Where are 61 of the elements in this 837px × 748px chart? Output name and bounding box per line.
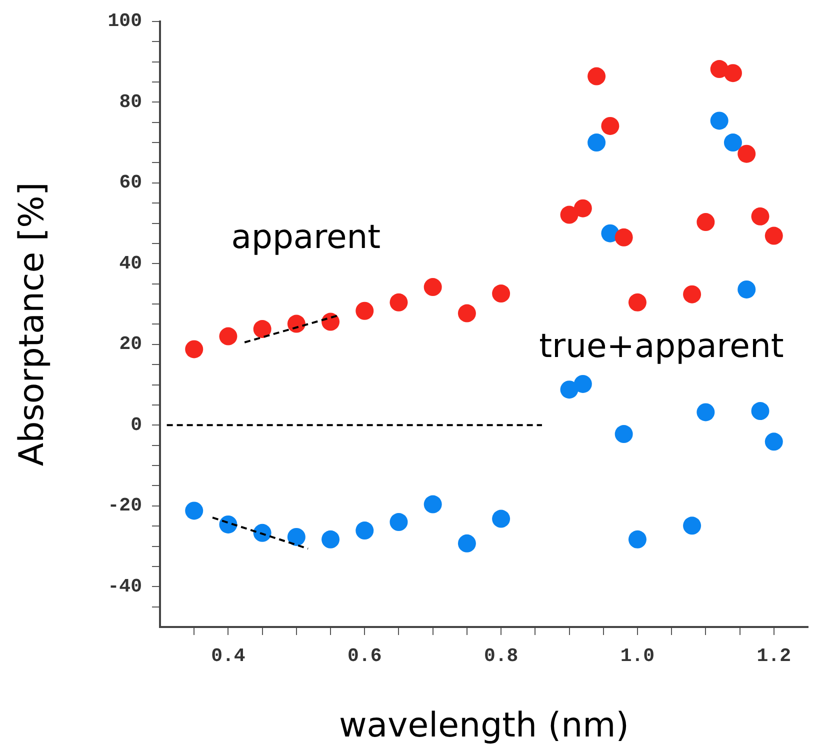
x-tick-label: 0.6 — [348, 645, 382, 668]
point — [683, 516, 702, 535]
point — [764, 226, 783, 245]
point — [322, 530, 340, 548]
point — [764, 432, 783, 451]
annotation: true+apparent — [539, 326, 784, 365]
point — [614, 425, 633, 444]
point — [185, 502, 204, 520]
y-tick-label: 100 — [108, 10, 142, 32]
point — [588, 67, 606, 86]
y-tick-label: 40 — [119, 252, 142, 274]
x-tick-label: 1.0 — [620, 645, 655, 668]
point — [560, 206, 578, 224]
point — [696, 213, 715, 232]
point — [751, 207, 770, 226]
point — [628, 293, 646, 312]
point — [574, 374, 592, 393]
point — [287, 314, 306, 333]
y-tick-label: 20 — [119, 333, 142, 356]
point — [356, 522, 374, 540]
point — [738, 144, 756, 163]
x-tick-label: 0.8 — [484, 645, 518, 668]
point — [683, 285, 702, 304]
point — [322, 312, 340, 331]
y-tick-label: -40 — [108, 575, 142, 598]
point — [601, 116, 620, 135]
point — [696, 403, 715, 422]
point — [738, 280, 756, 298]
point — [492, 510, 510, 528]
point — [287, 528, 306, 546]
point — [710, 112, 728, 130]
point — [219, 327, 238, 346]
x-tick-label: 1.2 — [756, 645, 792, 668]
point — [458, 534, 476, 552]
point — [614, 228, 633, 246]
point — [356, 302, 374, 320]
point — [253, 524, 272, 542]
point — [492, 284, 510, 303]
point — [628, 530, 646, 548]
y-axis-title: Absorptance [%] — [12, 182, 52, 466]
point — [185, 340, 204, 358]
point — [560, 380, 578, 399]
point — [390, 293, 408, 312]
point — [588, 134, 606, 152]
y-tick-label: 80 — [119, 90, 142, 113]
y-tick-label: 60 — [119, 172, 142, 194]
x-axis-title: wavelength (nm) — [338, 705, 630, 746]
point — [458, 304, 476, 322]
point — [724, 64, 742, 82]
y-tick-label: 0 — [130, 414, 142, 436]
point — [424, 278, 442, 296]
point — [390, 513, 408, 532]
point — [751, 402, 770, 420]
annotation: apparent — [231, 216, 381, 256]
point — [424, 495, 442, 514]
x-tick-label: 0.4 — [211, 645, 246, 668]
point — [219, 515, 238, 534]
point — [724, 134, 742, 152]
y-tick-label: -20 — [108, 494, 142, 517]
point — [574, 199, 592, 218]
point — [253, 320, 272, 338]
